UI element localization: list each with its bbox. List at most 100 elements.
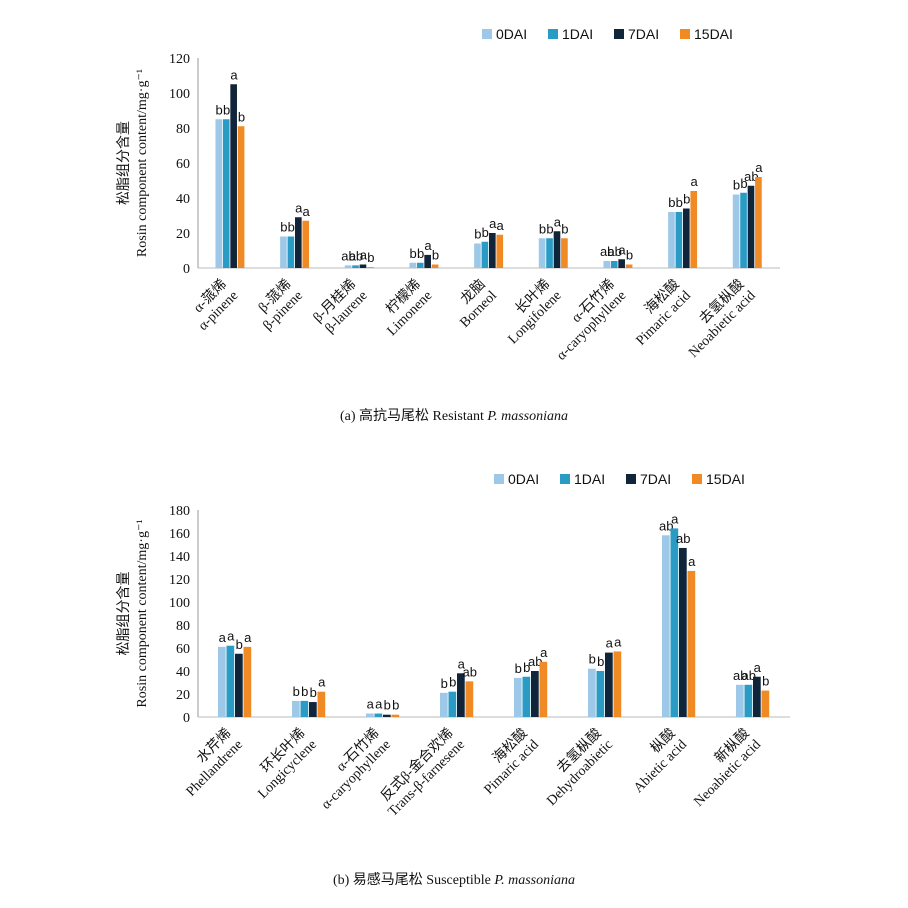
caption-text: (a) 高抗马尾松 Resistant xyxy=(340,407,487,424)
bar xyxy=(679,547,687,717)
significance-letter: a xyxy=(754,660,762,675)
y-axis-label: 松脂组分含量 xyxy=(116,121,132,205)
y-tick-label: 20 xyxy=(176,227,190,242)
y-tick-label: 0 xyxy=(183,262,190,277)
y-axis-label: Rosin component content/mg·g⁻¹ xyxy=(135,519,150,707)
bar xyxy=(280,236,287,268)
significance-letter: b xyxy=(561,221,568,236)
bar xyxy=(740,192,747,268)
significance-letter: ab xyxy=(600,244,614,259)
legend-swatch xyxy=(560,474,570,484)
bar xyxy=(553,231,561,268)
significance-letter: a xyxy=(219,630,227,645)
significance-letter: b xyxy=(546,221,553,236)
bar xyxy=(230,84,237,268)
legend-label: 7DAI xyxy=(640,471,671,487)
bar xyxy=(474,243,481,268)
y-tick-label: 160 xyxy=(169,527,190,542)
legend-swatch xyxy=(548,29,558,39)
significance-letter: a xyxy=(303,204,311,219)
significance-letter: a xyxy=(540,645,548,660)
significance-letter: b xyxy=(367,250,374,265)
bar xyxy=(489,233,496,268)
y-tick-label: 120 xyxy=(169,52,190,67)
bar xyxy=(448,691,457,717)
legend-label: 7DAI xyxy=(628,26,659,42)
significance-letter: a xyxy=(554,214,562,229)
bar xyxy=(302,220,310,268)
bar xyxy=(531,671,539,717)
bar xyxy=(391,714,400,717)
bar xyxy=(383,714,391,717)
significance-letter: b xyxy=(441,676,448,691)
legend-swatch xyxy=(494,474,504,484)
significance-letter: a xyxy=(489,216,497,231)
bar xyxy=(309,702,317,717)
significance-letter: ab xyxy=(744,169,758,184)
bar xyxy=(291,700,300,717)
significance-letter: b xyxy=(762,674,769,689)
caption: (b) 易感马尾松 Susceptible P. massoniana xyxy=(333,871,575,888)
y-tick-label: 180 xyxy=(169,504,190,519)
significance-letter: b xyxy=(293,684,300,699)
significance-letter: a xyxy=(424,238,432,253)
significance-letter: b xyxy=(392,698,399,713)
bar xyxy=(610,261,618,268)
significance-letter: a xyxy=(755,160,763,175)
y-tick-label: 60 xyxy=(176,642,190,657)
bar xyxy=(217,646,226,717)
bar xyxy=(587,668,596,717)
legend-label: 0DAI xyxy=(508,471,539,487)
significance-letter: ab xyxy=(742,668,756,683)
bar xyxy=(690,191,698,268)
significance-letter: a xyxy=(367,697,375,712)
bar xyxy=(603,261,611,268)
bar xyxy=(732,194,740,268)
significance-letter: b xyxy=(589,652,596,667)
caption: (a) 高抗马尾松 Resistant P. massoniana xyxy=(340,407,568,424)
significance-letter: b xyxy=(482,225,489,240)
significance-letter: b xyxy=(410,246,417,261)
significance-letter: a xyxy=(671,511,679,526)
bar xyxy=(755,177,762,268)
significance-letter: b xyxy=(676,195,683,210)
significance-letter: a xyxy=(458,656,466,671)
significance-letter: ab xyxy=(528,654,542,669)
bar xyxy=(374,713,383,717)
legend-swatch xyxy=(614,29,624,39)
significance-letter: a xyxy=(244,630,252,645)
legend-label: 1DAI xyxy=(574,471,605,487)
significance-letter: b xyxy=(216,102,223,117)
significance-letter: ab xyxy=(607,244,621,259)
bar xyxy=(761,690,770,717)
y-tick-label: 40 xyxy=(176,192,190,207)
bar xyxy=(416,262,424,268)
significance-letter: b xyxy=(597,654,604,669)
y-tick-label: 100 xyxy=(169,596,190,611)
caption-species: P. massoniana xyxy=(486,409,568,424)
significance-letter: a xyxy=(375,697,383,712)
y-tick-label: 0 xyxy=(183,711,190,726)
bar xyxy=(431,264,439,268)
bar xyxy=(605,652,613,717)
bar xyxy=(522,676,531,717)
bar xyxy=(744,684,753,717)
significance-letter: a xyxy=(606,636,614,651)
y-axis-label: Rosin component content/mg·g⁻¹ xyxy=(135,69,150,257)
bar xyxy=(409,262,417,268)
significance-letter: a xyxy=(295,200,303,215)
bar xyxy=(235,653,243,717)
bar xyxy=(625,264,633,268)
significance-letter: b xyxy=(539,221,546,236)
significance-letter: b xyxy=(740,176,747,191)
significance-letter: a xyxy=(614,634,622,649)
bar xyxy=(670,528,679,717)
significance-letter: b xyxy=(223,102,230,117)
significance-letter: b xyxy=(417,246,424,261)
bar xyxy=(668,212,675,268)
bar xyxy=(513,677,522,717)
significance-letter: a xyxy=(230,67,238,82)
bar xyxy=(735,684,744,717)
bar xyxy=(661,535,670,717)
